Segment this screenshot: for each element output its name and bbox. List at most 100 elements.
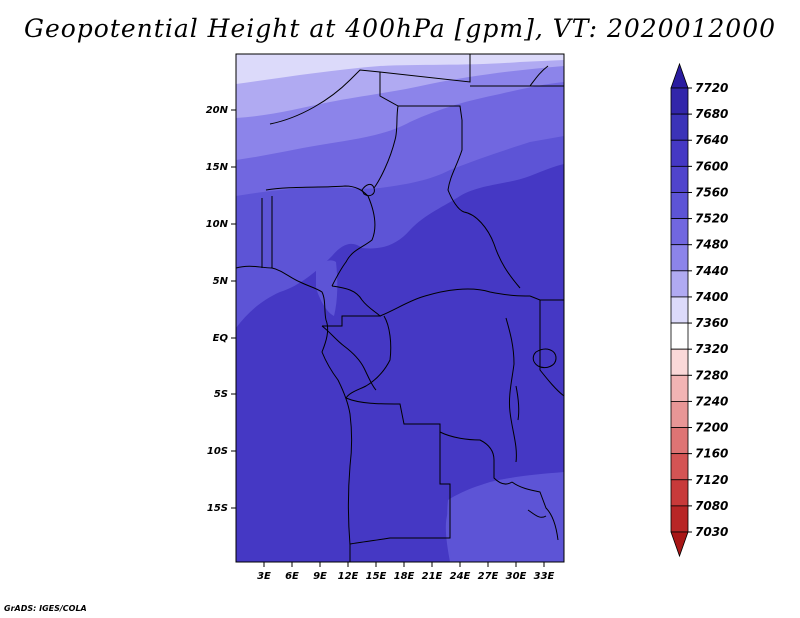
longitude-axis: 3E 6E 9E 12E 15E 18E 21E 24E 27E 30E 33E bbox=[257, 562, 555, 582]
x-tick-label: 27E bbox=[478, 571, 499, 582]
map-frame bbox=[235, 53, 565, 563]
lake-tanganyika bbox=[515, 385, 520, 421]
colorbar-box bbox=[670, 453, 689, 481]
x-tick-33e: 33E bbox=[534, 562, 555, 582]
y-tick-10s: 10S bbox=[207, 446, 236, 457]
colorbar-box bbox=[670, 322, 689, 350]
y-tick-label: 5S bbox=[214, 389, 228, 400]
colorbar-box bbox=[670, 192, 689, 219]
colorbar-box bbox=[670, 427, 689, 455]
colorbar-bottom-triangle bbox=[670, 531, 689, 558]
border-chad-sudan bbox=[373, 72, 521, 289]
colorbar-label: 7640 bbox=[695, 133, 728, 147]
y-tick-15s: 15S bbox=[207, 503, 236, 514]
x-tick-30e: 30E bbox=[506, 562, 527, 582]
border-nigeria-n bbox=[265, 185, 369, 197]
border-car bbox=[379, 288, 531, 317]
y-tick-label: 20N bbox=[206, 105, 229, 116]
y-tick-eq: EQ bbox=[213, 333, 236, 344]
x-tick-label: 24E bbox=[450, 571, 471, 582]
border-gabon-congo bbox=[321, 325, 377, 391]
x-tick-18e: 18E bbox=[394, 562, 415, 582]
y-tick-5n: 5N bbox=[213, 276, 236, 287]
colorbar-label: 7280 bbox=[695, 368, 728, 382]
x-tick-label: 15E bbox=[366, 571, 387, 582]
border-drc-angola bbox=[345, 397, 513, 485]
x-tick-9e: 9E bbox=[313, 562, 327, 582]
colorbar-label: 7320 bbox=[695, 342, 728, 356]
border-benin bbox=[261, 196, 273, 268]
colorbar-box bbox=[670, 139, 689, 167]
colorbar-box bbox=[670, 401, 689, 428]
colorbar-label: 7360 bbox=[695, 316, 728, 330]
border-nigeria-e bbox=[331, 195, 376, 287]
colorbar-label: 7160 bbox=[695, 447, 728, 461]
colorbar-label: 7120 bbox=[695, 473, 728, 487]
x-tick-27e: 27E bbox=[478, 562, 499, 582]
y-tick-label: 15S bbox=[207, 503, 228, 514]
x-tick-15e: 15E bbox=[366, 562, 387, 582]
y-tick-label: 10N bbox=[206, 219, 229, 230]
colorbar-box bbox=[670, 87, 689, 115]
y-tick-label: 10S bbox=[207, 446, 228, 457]
colorbar-top-triangle bbox=[670, 62, 689, 89]
colorbar-label: 7400 bbox=[695, 290, 728, 304]
border-drc-north bbox=[345, 315, 392, 399]
band-7600-wafr bbox=[316, 260, 338, 316]
colorbar-label: 7030 bbox=[695, 525, 728, 539]
band-7600-se bbox=[447, 474, 564, 562]
x-tick-label: 21E bbox=[422, 571, 443, 582]
x-tick-12e: 12E bbox=[338, 562, 359, 582]
colorbar-label: 7240 bbox=[695, 394, 728, 408]
colorbar-box bbox=[670, 113, 689, 141]
colorbar-box bbox=[670, 348, 689, 376]
colorbar-box bbox=[670, 296, 689, 324]
y-tick-label: 5N bbox=[213, 276, 229, 287]
y-tick-label: EQ bbox=[213, 333, 229, 344]
x-tick-label: 3E bbox=[257, 571, 271, 582]
colorbar-label: 7560 bbox=[695, 185, 728, 199]
colorbar-box bbox=[670, 244, 689, 272]
latitude-axis: 20N 15N 10N 5N EQ 5S 10S 15S bbox=[206, 105, 236, 514]
colorbar-label: 7520 bbox=[695, 212, 728, 226]
colorbar-label: 7600 bbox=[695, 159, 728, 173]
y-tick-label: 15N bbox=[206, 162, 229, 173]
x-tick-label: 33E bbox=[534, 571, 555, 582]
colorbar-box bbox=[670, 270, 689, 298]
contour-fill bbox=[236, 54, 564, 562]
colorbar-label: 7200 bbox=[695, 421, 728, 435]
colorbar: 7720 7680 7640 7600 7560 7520 7480 7440 7400 7360… bbox=[670, 62, 728, 558]
colorbar-label: 7080 bbox=[695, 499, 728, 513]
lake-victoria bbox=[532, 348, 557, 369]
y-tick-20n: 20N bbox=[206, 105, 236, 116]
lake-malawi bbox=[527, 509, 547, 518]
band-7640 bbox=[236, 164, 564, 562]
x-tick-21e: 21E bbox=[422, 562, 443, 582]
border-lakes bbox=[505, 317, 517, 463]
border-libya bbox=[269, 54, 471, 125]
border-angola bbox=[349, 432, 451, 545]
colorbar-label: 7720 bbox=[695, 81, 728, 95]
colorbar-box bbox=[670, 374, 689, 402]
colorbar-box bbox=[670, 165, 689, 193]
footer-credit: GrADS: IGES/COLA bbox=[4, 604, 87, 613]
country-borders bbox=[236, 54, 564, 562]
x-tick-label: 6E bbox=[285, 571, 299, 582]
y-tick-15n: 15N bbox=[206, 162, 236, 173]
colorbar-label: 7480 bbox=[695, 238, 728, 252]
colorbar-box bbox=[670, 479, 689, 507]
x-tick-3e: 3E bbox=[257, 562, 271, 582]
y-tick-5s: 5S bbox=[214, 389, 236, 400]
border-uganda-kenya bbox=[529, 295, 564, 397]
colorbar-box bbox=[670, 218, 689, 246]
x-tick-label: 18E bbox=[394, 571, 415, 582]
x-tick-24e: 24E bbox=[450, 562, 471, 582]
map-title: Geopotential Height at 400hPa [gpm], VT:… bbox=[23, 14, 777, 43]
red-sea bbox=[529, 65, 549, 87]
colorbar-box bbox=[670, 505, 689, 533]
border-zambia bbox=[511, 481, 559, 541]
border-cameroon bbox=[322, 285, 382, 327]
colorbar-label: 7440 bbox=[695, 264, 728, 278]
x-tick-label: 9E bbox=[313, 571, 327, 582]
